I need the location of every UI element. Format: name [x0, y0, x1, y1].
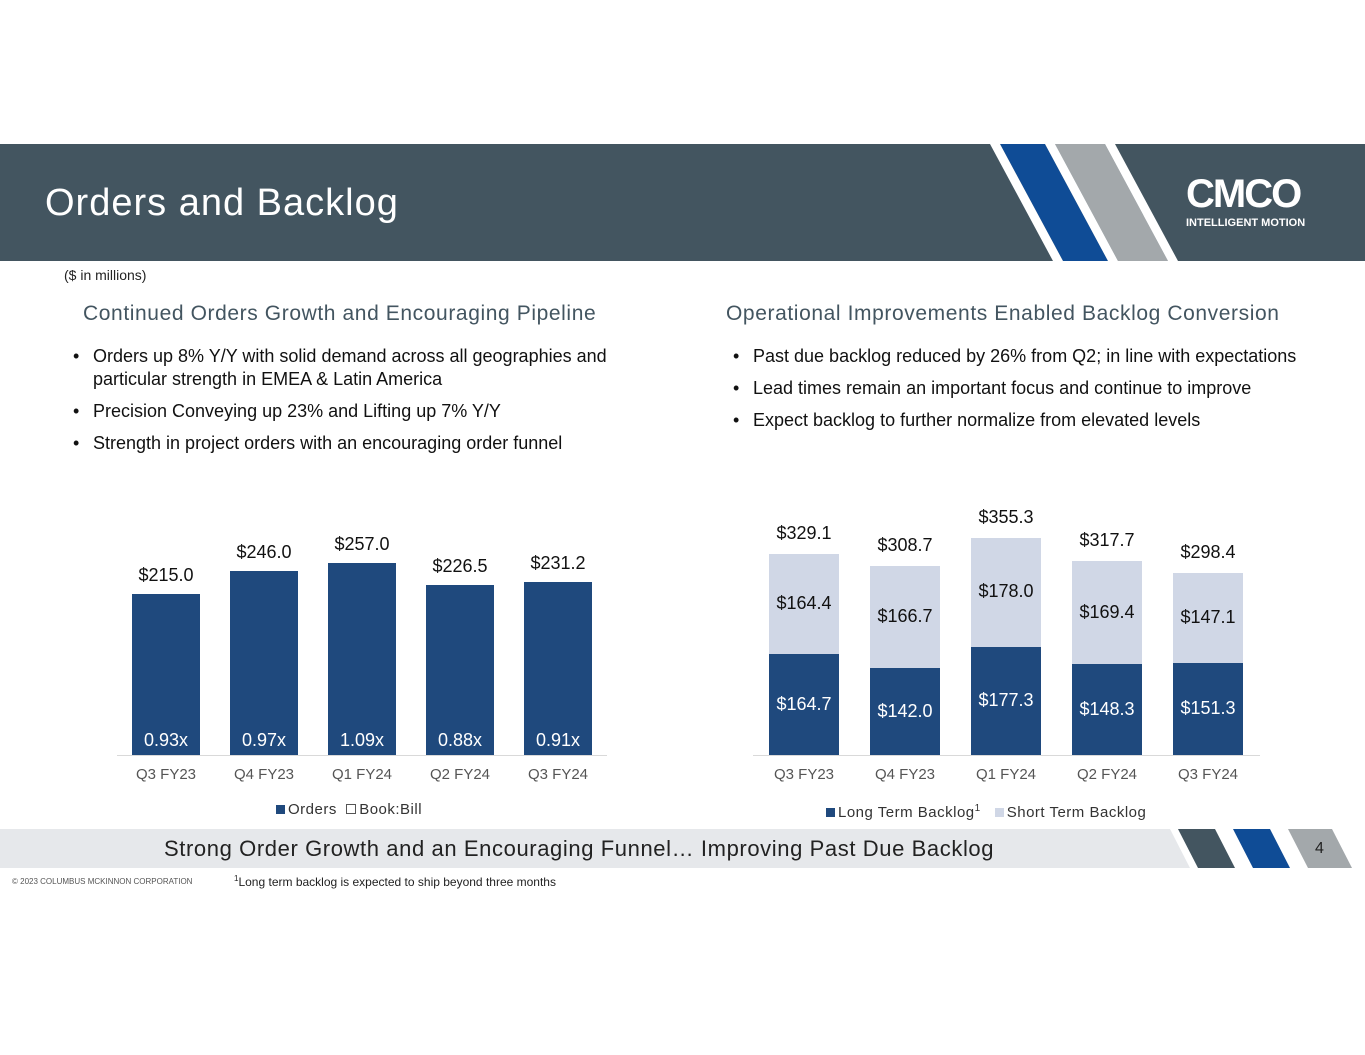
page-title: Orders and Backlog	[45, 182, 399, 224]
x-tick-label: Q4 FY23	[233, 766, 295, 783]
orders-value-label: $231.2	[530, 552, 586, 573]
short-term-bar	[870, 566, 940, 669]
x-tick-label: Q1 FY24	[975, 766, 1037, 783]
orders-value-label: $226.5	[432, 556, 488, 577]
long-term-label: $148.3	[1079, 698, 1135, 719]
total-label: $329.1	[776, 522, 832, 543]
legend-label: Short Term Backlog	[1006, 804, 1147, 821]
short-term-label: $178.0	[978, 581, 1034, 602]
units-note: ($ in millions)	[64, 267, 147, 283]
legend-label: Long Term Backlog	[838, 804, 975, 821]
orders-value-label: $257.0	[334, 533, 390, 554]
logo: CMCO	[1186, 172, 1302, 216]
x-tick-label: Q2 FY24	[429, 766, 491, 783]
bullet: Orders up 8% Y/Y with solid demand acros…	[73, 345, 673, 391]
legend-swatch	[276, 805, 285, 814]
bullet: Expect backlog to further normalize from…	[733, 409, 1333, 432]
long-term-label: $151.3	[1180, 697, 1236, 718]
footer-band	[0, 829, 1190, 868]
legend-label: Book:Bill	[359, 801, 423, 818]
orders-bar	[524, 581, 592, 755]
x-tick-label: Q4 FY23	[874, 766, 936, 783]
short-term-label: $166.7	[877, 606, 933, 627]
footnote-mark: 1	[234, 874, 239, 883]
left-bullets: Orders up 8% Y/Y with solid demand acros…	[73, 345, 673, 464]
x-tick-label: Q1 FY24	[331, 766, 393, 783]
bullet: Lead times remain an important focus and…	[733, 377, 1333, 400]
long-term-label: $142.0	[877, 700, 933, 721]
short-term-bar	[971, 537, 1041, 647]
book-bill-label: 0.97x	[241, 730, 287, 750]
bullet: Strength in project orders with an encou…	[73, 432, 673, 455]
orders-bar	[328, 562, 396, 755]
axis-line	[753, 755, 1260, 756]
long-term-bar	[1072, 664, 1142, 755]
header-stripes	[990, 144, 1178, 261]
logo-tagline: INTELLIGENT MOTION	[1186, 217, 1306, 229]
legend-superscript: 1	[974, 803, 981, 814]
short-term-bar	[1072, 560, 1142, 665]
orders-bar	[230, 570, 298, 755]
total-label: $298.4	[1180, 541, 1236, 562]
legend-swatch	[826, 808, 835, 817]
orders-bar	[132, 593, 200, 755]
book-bill-label: 0.88x	[437, 730, 483, 750]
footnote-text: Long term backlog is expected to ship be…	[238, 875, 556, 889]
page-number: 4	[1315, 840, 1324, 857]
legend-swatch	[346, 804, 357, 814]
total-label: $317.7	[1079, 529, 1135, 550]
left-subtitle: Continued Orders Growth and Encouraging …	[83, 302, 597, 325]
legend-label: Orders	[288, 801, 337, 818]
x-tick-label: Q2 FY24	[1076, 766, 1138, 783]
orders-legend: Orders Book:Bill	[276, 801, 422, 818]
long-term-label: $164.7	[776, 693, 832, 714]
x-tick-label: Q3 FY23	[135, 766, 197, 783]
orders-value-label: $246.0	[236, 541, 292, 562]
x-tick-label: Q3 FY24	[527, 766, 589, 783]
short-term-label: $147.1	[1180, 606, 1236, 627]
long-term-bar	[870, 668, 940, 755]
book-bill-label: 1.09x	[339, 730, 385, 750]
short-term-label: $164.4	[776, 593, 832, 614]
long-term-bar	[971, 646, 1041, 755]
bullet: Precision Conveying up 23% and Lifting u…	[73, 400, 673, 423]
orders-value-label: $215.0	[138, 564, 194, 585]
right-bullets: Past due backlog reduced by 26% from Q2;…	[733, 345, 1333, 441]
long-term-label: $177.3	[978, 689, 1034, 710]
copyright: © 2023 COLUMBUS MCKINNON CORPORATION	[12, 877, 193, 886]
orders-bar	[426, 585, 494, 755]
footer-stripes	[1170, 829, 1352, 868]
long-term-bar	[769, 654, 839, 755]
tagline: Strong Order Growth and an Encouraging F…	[164, 836, 995, 861]
right-subtitle: Operational Improvements Enabled Backlog…	[726, 302, 1280, 325]
x-tick-label: Q3 FY24	[1177, 766, 1239, 783]
long-term-bar	[1173, 662, 1243, 755]
x-tick-label: Q3 FY23	[773, 766, 835, 783]
short-term-bar	[1173, 572, 1243, 663]
book-bill-label: 0.93x	[143, 730, 189, 750]
bullet: Past due backlog reduced by 26% from Q2;…	[733, 345, 1333, 368]
backlog-legend: Long Term Backlog1 Short Term Backlog	[826, 803, 1146, 821]
axis-line	[117, 755, 607, 756]
total-label: $308.7	[877, 535, 933, 556]
short-term-label: $169.4	[1079, 601, 1135, 622]
footnote: 1Long term backlog is expected to ship b…	[234, 874, 556, 889]
total-label: $355.3	[978, 506, 1034, 527]
legend-swatch	[994, 808, 1004, 817]
book-bill-label: 0.91x	[535, 730, 581, 750]
short-term-bar	[769, 553, 839, 655]
